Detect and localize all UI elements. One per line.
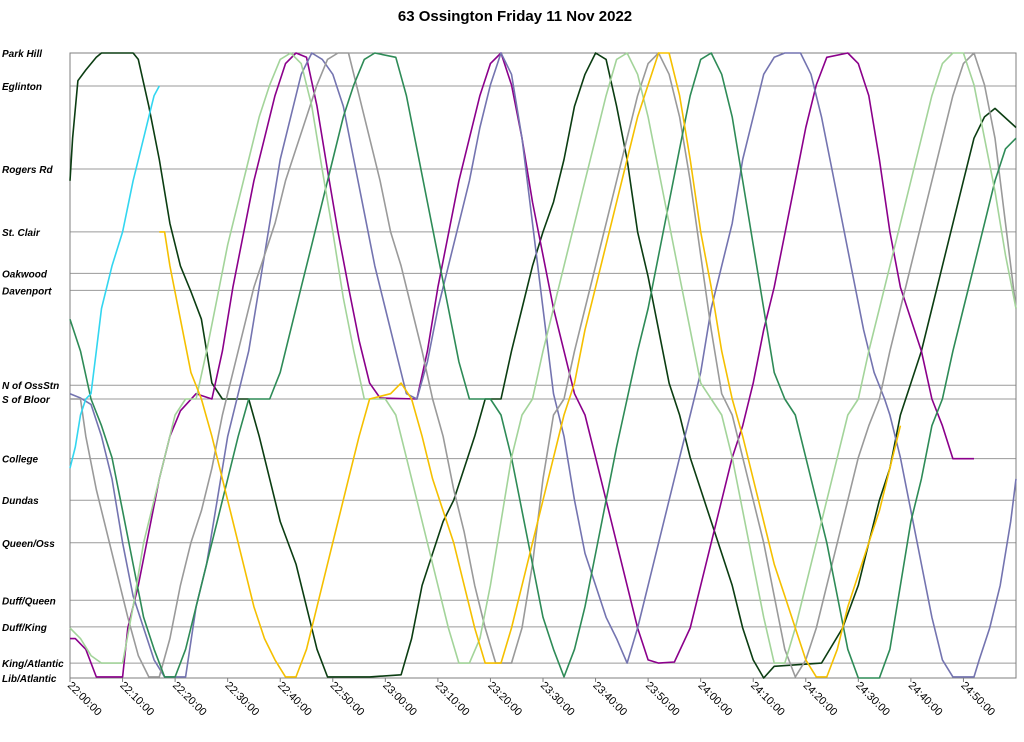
x-tick-label: 23:10:00 — [433, 680, 472, 719]
x-tick-label: 24:20:00 — [801, 680, 840, 719]
x-tick-label: 22:30:00 — [223, 680, 262, 719]
x-tick-label: 23:30:00 — [538, 680, 577, 719]
stop-label: Lib/Atlantic — [2, 674, 57, 685]
chart-title: 63 Ossington Friday 11 Nov 2022 — [398, 8, 632, 25]
series-line-4 — [70, 52, 1017, 678]
time-tick-labels: 22:00:00 22:10:00 22:20:00 22:30:00 22:40:00… — [65, 678, 997, 718]
stop-label: Eglinton — [2, 82, 42, 93]
series-line-6 — [69, 52, 1017, 664]
stop-label: Park Hill — [2, 49, 42, 60]
stop-labels: Park Hill Eglinton Rogers Rd St. Clair Oakwo… — [2, 49, 64, 685]
stop-label: Queen/Oss — [2, 539, 55, 550]
x-tick-label: 24:10:00 — [748, 680, 787, 719]
x-tick-label: 24:30:00 — [853, 680, 892, 719]
x-tick-label: 24:50:00 — [958, 680, 997, 719]
x-tick-label: 23:50:00 — [643, 680, 682, 719]
series-line-3 — [69, 52, 1017, 678]
series-line-8 — [69, 85, 161, 469]
series-layer — [69, 52, 1017, 679]
x-tick-label: 22:00:00 — [65, 680, 104, 719]
grid-layer — [70, 52, 1016, 679]
stop-label: Davenport — [2, 286, 52, 297]
stop-label: Oakwood — [2, 269, 48, 280]
stop-label: St. Clair — [2, 228, 41, 239]
x-tick-label: 24:40:00 — [906, 680, 945, 719]
x-tick-label: 22:40:00 — [275, 680, 314, 719]
x-tick-label: 23:00:00 — [380, 680, 419, 719]
plot-border — [69, 52, 1017, 679]
x-tick-label: 22:50:00 — [328, 680, 367, 719]
x-tick-label: 22:20:00 — [170, 680, 209, 719]
stop-label: S of Bloor — [2, 395, 51, 406]
series-line-7 — [159, 52, 902, 678]
stop-label: King/Atlantic — [2, 659, 64, 670]
x-tick-label: 22:10:00 — [117, 680, 156, 719]
stop-label: Duff/Queen — [2, 596, 56, 607]
stop-label: N of OssStn — [2, 381, 59, 392]
stop-label: Dundas — [2, 496, 39, 507]
stop-label: Rogers Rd — [2, 165, 53, 176]
stop-label: Duff/King — [2, 623, 47, 634]
x-tick-label: 23:40:00 — [590, 680, 629, 719]
series-line-1 — [69, 52, 1017, 679]
x-tick-label: 23:20:00 — [485, 680, 524, 719]
series-line-5 — [69, 52, 1017, 679]
stop-label: College — [2, 455, 39, 466]
x-tick-label: 24:00:00 — [696, 680, 735, 719]
